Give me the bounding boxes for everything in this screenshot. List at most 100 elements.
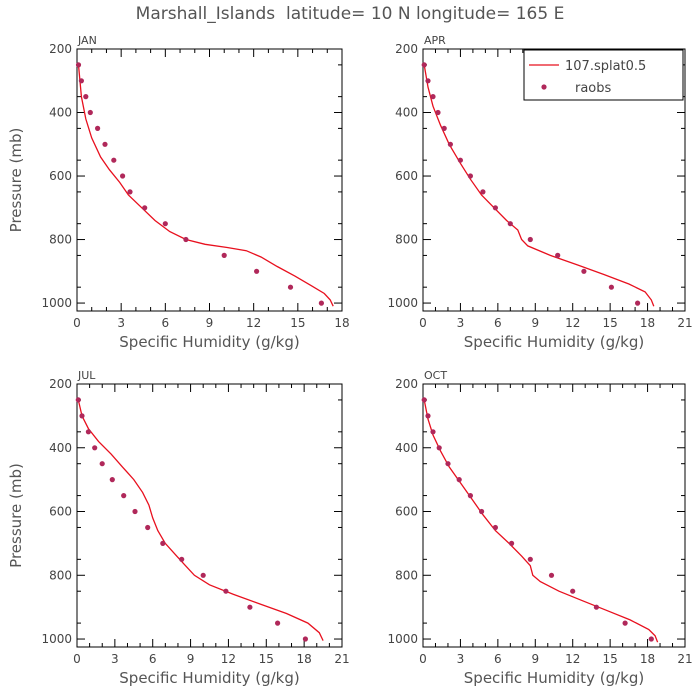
raobs-point-jul [200, 572, 206, 578]
x-tick-label-jan: 12 [246, 316, 261, 330]
x-tick-label-jul: 21 [334, 652, 349, 666]
x-tick-label-oct: 3 [457, 652, 465, 666]
x-tick-label-jul: 0 [73, 652, 81, 666]
raobs-point-apr [507, 221, 513, 227]
x-tick-label-jul: 9 [187, 652, 195, 666]
raobs-point-jan [95, 125, 101, 131]
raobs-point-jan [127, 189, 133, 195]
x-tick-label-oct: 0 [419, 652, 427, 666]
raobs-point-apr [457, 157, 463, 163]
raobs-point-oct [436, 445, 442, 451]
raobs-point-jul [145, 524, 151, 531]
y-tick-label-apr: 1000 [387, 296, 418, 310]
x-tick-label-jul: 3 [111, 652, 119, 666]
raobs-point-apr [480, 189, 486, 195]
y-tick-label-oct: 200 [395, 377, 418, 391]
x-axis-label-jan: Specific Humidity (g/kg) [119, 333, 299, 351]
raobs-point-jul [109, 477, 115, 483]
raobs-point-jul [92, 445, 98, 451]
raobs-point-apr [447, 141, 453, 147]
x-tick-label-apr: 9 [531, 316, 539, 330]
x-tick-label-jan: 6 [162, 316, 170, 330]
raobs-point-oct [548, 572, 555, 578]
raobs-point-oct [467, 493, 473, 499]
raobs-point-jan [111, 157, 117, 163]
y-tick-label-jul: 600 [49, 505, 72, 519]
raobs-point-oct [425, 413, 431, 419]
raobs-point-apr [492, 205, 498, 211]
x-tick-label-apr: 12 [565, 316, 580, 330]
y-tick-label-jan: 600 [49, 169, 72, 183]
raobs-point-apr [421, 62, 427, 68]
raobs-point-oct [430, 429, 436, 435]
x-tick-label-oct: 9 [531, 652, 539, 666]
y-tick-label-oct: 800 [395, 568, 418, 582]
y-tick-label-jan: 800 [49, 233, 72, 247]
panel-oct: OCT 0 3 6 9 12 15 18 21 200 400 600 800 1000 Specific … [387, 369, 692, 687]
panel-label-apr: APR [424, 34, 446, 47]
raobs-point-oct [479, 508, 485, 515]
model-line-jul [77, 399, 324, 641]
x-tick-label-jan: 0 [73, 316, 81, 330]
x-tick-label-jul: 6 [149, 652, 157, 666]
x-tick-label-jul: 18 [297, 652, 312, 666]
raobs-point-jan [102, 141, 108, 147]
raobs-point-apr [581, 268, 587, 274]
legend-box [523, 49, 684, 101]
raobs-point-jul [79, 413, 85, 419]
raobs-point-jan [254, 268, 260, 274]
x-tick-label-jan: 15 [290, 316, 305, 330]
raobs-point-oct [456, 477, 462, 483]
y-tick-label-jul: 1000 [41, 632, 72, 646]
y-tick-label-jan: 200 [49, 42, 72, 56]
x-tick-label-jan: 3 [117, 316, 125, 330]
raobs-point-jul [121, 493, 127, 499]
x-tick-label-apr: 6 [494, 316, 502, 330]
raobs-point-jul [247, 604, 253, 610]
panel-label-jan: JAN [77, 34, 97, 47]
x-tick-label-oct: 15 [603, 652, 618, 666]
raobs-point-jan [318, 300, 324, 306]
raobs-point-oct [622, 620, 628, 626]
raobs-point-oct [648, 636, 654, 642]
raobs-point-apr [430, 94, 436, 100]
x-tick-label-apr: 3 [457, 316, 465, 330]
raobs-point-oct [527, 556, 533, 562]
raobs-point-jan [75, 62, 82, 68]
y-tick-label-jul: 800 [49, 568, 72, 582]
raobs-point-oct [445, 461, 451, 467]
x-tick-label-apr: 0 [419, 316, 427, 330]
raobs-point-jan [78, 78, 84, 84]
y-tick-label-oct: 1000 [387, 632, 418, 646]
y-tick-label-apr: 200 [395, 42, 418, 56]
x-axis-label-apr: Specific Humidity (g/kg) [464, 333, 644, 351]
y-tick-label-apr: 600 [395, 169, 418, 183]
x-tick-label-apr: 18 [640, 316, 655, 330]
raobs-point-jul [160, 540, 166, 547]
x-tick-label-jan: 18 [334, 316, 349, 330]
y-tick-label-apr: 400 [395, 106, 418, 120]
legend-label-obs: raobs [575, 81, 612, 96]
panel-apr: APR 0 3 6 9 12 15 18 21 200 400 600 800 1000 Specific … [387, 34, 692, 351]
y-tick-label-jan: 400 [49, 106, 72, 120]
legend-label-model: 107.splat0.5 [565, 59, 646, 74]
raobs-point-jan [83, 94, 89, 100]
raobs-point-jan [221, 252, 227, 258]
model-line-jan [77, 64, 334, 307]
raobs-point-jul [179, 556, 185, 562]
raobs-point-jan [87, 109, 93, 116]
raobs-point-jul [132, 508, 138, 515]
x-tick-label-oct: 21 [677, 652, 692, 666]
panel-jul: JUL 0 3 6 9 12 15 18 21 200 400 600 800 1000 Specific … [7, 369, 350, 687]
y-axis-label-jul: Pressure (mb) [7, 463, 25, 568]
raobs-point-oct [593, 604, 600, 610]
raobs-point-jul [99, 461, 105, 467]
plot-frame-apr [422, 48, 686, 312]
raobs-point-jul [85, 429, 91, 435]
raobs-point-oct [421, 397, 427, 403]
legend-dot-swatch [541, 84, 547, 90]
raobs-point-apr [425, 78, 431, 84]
raobs-point-apr [467, 173, 473, 179]
